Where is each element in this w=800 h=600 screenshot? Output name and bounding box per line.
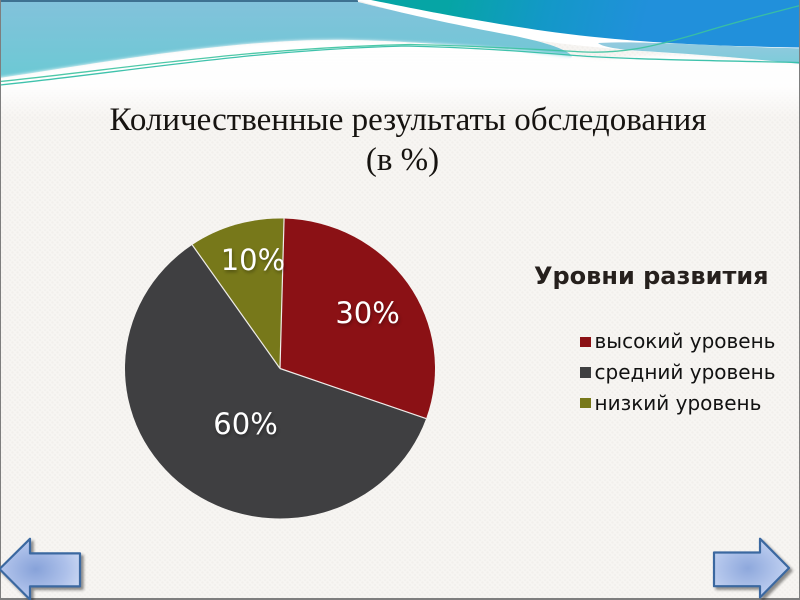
next-slide-button[interactable] bbox=[706, 530, 800, 600]
slide-title: Количественные результаты обследования (… bbox=[8, 100, 800, 180]
banner-light-band bbox=[598, 42, 800, 64]
pie-data-label: 30% bbox=[335, 295, 400, 330]
pie-slice-separator bbox=[279, 367, 427, 420]
legend-item-label: низкий уровень bbox=[594, 390, 762, 415]
legend-swatch-icon bbox=[580, 367, 591, 378]
right-arrow-icon bbox=[712, 537, 791, 599]
previous-slide-button[interactable] bbox=[0, 530, 91, 600]
legend-item: средний уровень bbox=[580, 357, 775, 388]
pie-data-label: 10% bbox=[220, 242, 286, 277]
banner-accent-line-2 bbox=[0, 4, 800, 83]
pie-slice-высокий-уровень bbox=[280, 218, 436, 419]
legend-swatch-icon bbox=[580, 397, 591, 409]
banner-light-wave bbox=[0, 2, 572, 78]
legend-item: высокий уровень bbox=[580, 326, 775, 357]
pie-slice-средний-уровень bbox=[124, 244, 427, 519]
banner-white-dome bbox=[0, 39, 800, 135]
pie-data-label: 60% bbox=[213, 407, 278, 442]
pie-slice-низкий-уровень bbox=[192, 218, 285, 369]
legend-item-label: высокий уровень bbox=[594, 329, 776, 354]
slide-title-line2: (в %) bbox=[365, 142, 440, 178]
banner-wave-decoration bbox=[0, 0, 800, 135]
pie-slice-separator bbox=[191, 244, 281, 369]
legend-swatch-icon bbox=[580, 336, 591, 348]
legend-item-label: средний уровень bbox=[594, 360, 776, 385]
legend: высокий уровень средний уровень низкий уро… bbox=[580, 326, 775, 418]
left-arrow-icon bbox=[0, 537, 82, 600]
banner-accent-line-1 bbox=[0, 45, 800, 86]
banner-top-edge bbox=[0, 0, 358, 3]
legend-item: низкий уровень bbox=[580, 387, 775, 418]
slide-title-line1: Количественные результаты обследования bbox=[109, 102, 707, 138]
pie-slice-separator bbox=[279, 218, 285, 369]
legend-title: Уровни развития bbox=[534, 262, 769, 290]
